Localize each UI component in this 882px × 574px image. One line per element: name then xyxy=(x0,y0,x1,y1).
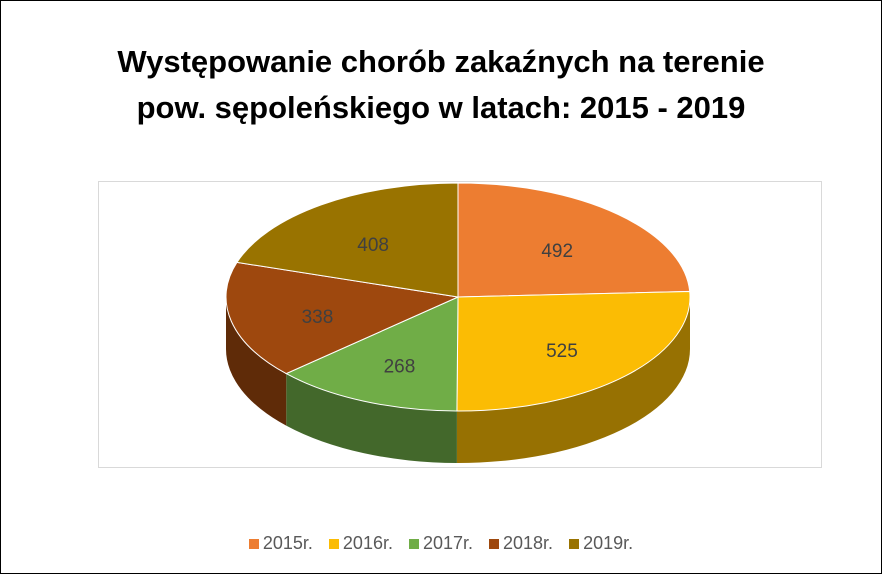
data-label: 492 xyxy=(541,241,573,262)
slice-side xyxy=(286,373,457,463)
legend-label: 2015r. xyxy=(262,533,313,553)
slice xyxy=(457,182,691,298)
slice-side xyxy=(456,297,690,464)
legend-label: 2017r. xyxy=(422,533,474,553)
slice xyxy=(285,296,459,412)
slice-side xyxy=(226,297,287,426)
slice xyxy=(236,182,459,298)
legend-swatch xyxy=(489,538,500,549)
chart-title: Występowanie chorób zakaźnych na terenie… xyxy=(117,44,765,125)
legend: 2015r. 2016r. 2017r. 2018r. 2019r. xyxy=(1,533,881,554)
legend-label: 2019r. xyxy=(583,533,634,553)
legend-label: 2016r. xyxy=(342,533,393,553)
data-label: 408 xyxy=(357,235,389,256)
slice xyxy=(225,261,460,375)
legend-item: 2018r. xyxy=(489,533,553,554)
plot-area xyxy=(98,181,822,468)
data-label: 338 xyxy=(302,307,334,328)
legend-item: 2017r. xyxy=(408,533,474,554)
legend-label: 2018r. xyxy=(503,533,554,553)
legend-item: 2015r. xyxy=(248,533,313,554)
legend-item: 2016r. xyxy=(328,533,393,554)
legend-swatch xyxy=(569,538,580,549)
data-label: 268 xyxy=(384,357,416,378)
data-label: 525 xyxy=(546,341,578,362)
legend-swatch xyxy=(248,538,259,549)
legend-item: 2019r. xyxy=(569,533,633,554)
legend-swatch xyxy=(408,538,419,549)
legend-swatch xyxy=(328,538,339,549)
slice xyxy=(456,290,691,412)
